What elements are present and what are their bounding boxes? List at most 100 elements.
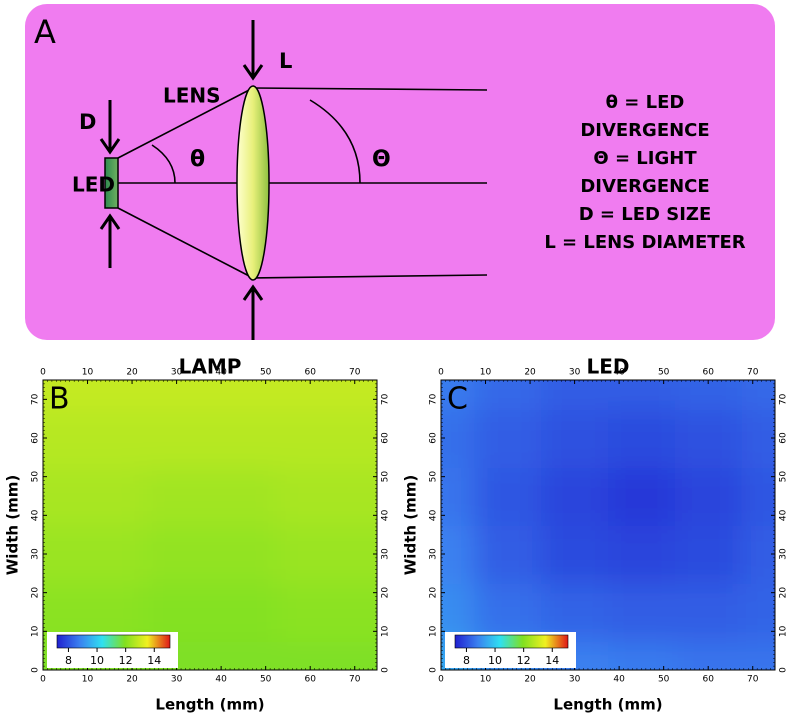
contour-cell (276, 525, 345, 584)
contour-cell (210, 525, 278, 584)
y-tick-label: 10 (31, 625, 41, 637)
chart-title: LED (586, 355, 629, 379)
contour-cell (741, 583, 775, 642)
legend-line: Θ = LIGHT (593, 148, 697, 169)
contour-cell (608, 641, 676, 670)
contour-cell (276, 380, 345, 410)
y-tick-label-right: 10 (381, 625, 391, 637)
contour-cell (210, 380, 278, 410)
x-tick-label: 10 (480, 675, 492, 685)
x-tick-label-top: 20 (126, 368, 138, 378)
led-shape (104, 157, 119, 209)
contour-cell (343, 525, 377, 584)
contour-cell (43, 409, 78, 468)
contour-cell (276, 641, 345, 670)
colorbar-tick-label: 8 (463, 654, 470, 667)
y-tick-label: 50 (31, 471, 41, 483)
x-tick-label: 10 (82, 675, 94, 685)
y-tick-label-right: 0 (381, 667, 391, 673)
y-tick-label: 30 (31, 548, 41, 560)
x-tick-label-top: 40 (613, 368, 625, 378)
contour-cell (541, 525, 609, 584)
x-tick-label-top: 40 (215, 368, 227, 378)
y-tick-label-right: 70 (779, 393, 789, 405)
legend-line: DIVERGENCE (580, 120, 709, 141)
x-tick-label-top: 0 (40, 368, 46, 378)
contour-cell (541, 467, 609, 526)
contour-cell (143, 409, 211, 468)
plot-frame (440, 379, 776, 671)
contour-cell (541, 409, 609, 468)
y-tick-label-right: 50 (779, 471, 789, 483)
plot-area (43, 380, 377, 670)
lens-label: LENS (163, 84, 221, 108)
contour-cell (741, 467, 775, 526)
contour-cell (741, 380, 775, 410)
contour-cell (674, 409, 743, 468)
x-tick-label-top: 0 (438, 368, 444, 378)
x-tick-label-top: 10 (82, 368, 94, 378)
contour-cell (43, 467, 78, 526)
y-tick-label: 10 (429, 625, 439, 637)
contour-cell (76, 467, 145, 526)
contour-cell (441, 525, 476, 584)
colorbar-tick-label: 14 (545, 654, 559, 667)
y-tick-label-right: 60 (779, 432, 789, 444)
contour-cell (343, 380, 377, 410)
contour-cell (674, 467, 743, 526)
contour-cell (210, 467, 278, 526)
contour-cell (674, 583, 743, 642)
x-tick-label-top: 10 (480, 368, 492, 378)
contour-cell (674, 380, 743, 410)
colorbar-tick-label: 8 (65, 654, 72, 667)
y-tick-label: 20 (429, 587, 439, 599)
x-axis-label: Length (mm) (155, 696, 264, 714)
legend-line: L = LENS DIAMETER (544, 232, 745, 253)
y-tick-label-right: 0 (779, 667, 789, 673)
colorbar-tick-label: 14 (147, 654, 161, 667)
x-tick-label: 60 (304, 675, 316, 685)
x-axis-label: Length (mm) (553, 696, 662, 714)
y-tick-label-right: 30 (381, 548, 391, 560)
x-tick-label: 40 (613, 675, 625, 685)
y-tick-label: 40 (31, 509, 41, 521)
contour-cell (674, 525, 743, 584)
led-label: LED (72, 173, 115, 197)
x-tick-label: 20 (126, 675, 138, 685)
x-tick-label-top: 30 (171, 368, 183, 378)
contour-cell (608, 380, 676, 410)
x-tick-label: 0 (438, 675, 444, 685)
y-tick-label: 70 (31, 393, 41, 405)
colorbar (56, 634, 171, 649)
contour-cell (674, 641, 743, 670)
y-axis-label: Width (mm) (4, 475, 22, 575)
y-tick-label: 0 (31, 667, 41, 673)
legend-line: D = LED SIZE (579, 204, 712, 225)
cells (43, 380, 377, 670)
y-tick-label: 20 (31, 587, 41, 599)
contour-cell (343, 583, 377, 642)
contour-cell (608, 525, 676, 584)
x-tick-label-top: 50 (260, 368, 272, 378)
contour-cell (143, 380, 211, 410)
contour-cell (343, 641, 377, 670)
y-axis-label: Width (mm) (402, 475, 420, 575)
contour-cell (143, 525, 211, 584)
x-tick-label: 70 (747, 675, 759, 685)
colorbar (454, 634, 569, 649)
panel-label: A (34, 13, 56, 51)
y-tick-label-right: 50 (381, 471, 391, 483)
contour-cell (276, 583, 345, 642)
y-tick-label-right: 20 (381, 587, 391, 599)
contour-cell (608, 583, 676, 642)
x-tick-label-top: 30 (569, 368, 581, 378)
y-tick-label: 0 (429, 667, 439, 673)
contour-cell (76, 525, 145, 584)
y-tick-label-right: 60 (381, 432, 391, 444)
contour-cell (608, 467, 676, 526)
contour-cell (474, 380, 543, 410)
y-tick-label-right: 40 (779, 509, 789, 521)
colorbar-tick-label: 12 (517, 654, 531, 667)
contour-cell (441, 467, 476, 526)
